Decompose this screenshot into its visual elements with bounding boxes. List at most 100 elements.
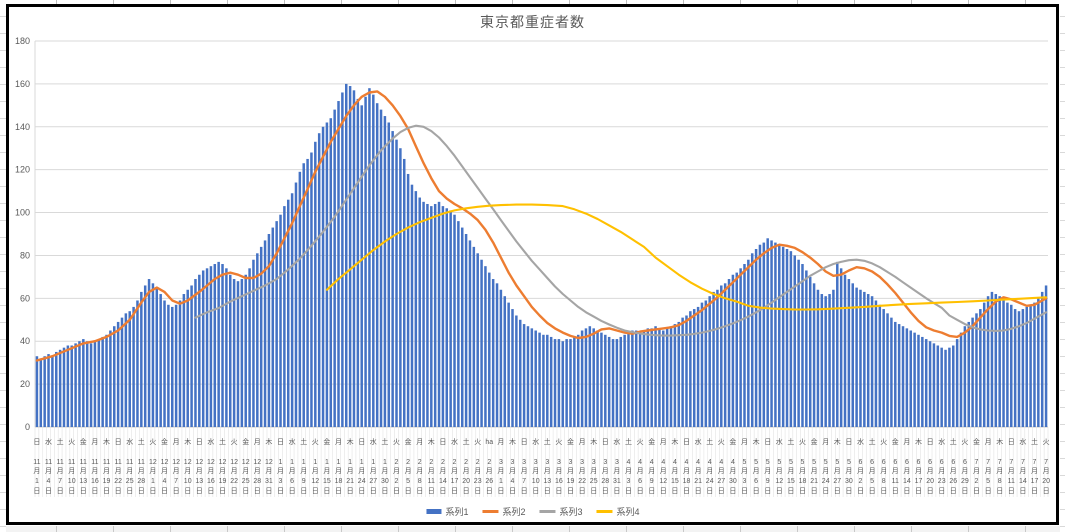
bar[interactable] — [248, 268, 251, 427]
bar[interactable] — [839, 268, 843, 427]
bar[interactable] — [155, 287, 159, 427]
bar[interactable] — [592, 328, 595, 427]
bar[interactable] — [623, 334, 626, 427]
bar[interactable] — [932, 343, 936, 427]
bar[interactable] — [627, 332, 630, 427]
bar[interactable] — [391, 131, 394, 427]
bar[interactable] — [267, 234, 271, 427]
bar[interactable] — [217, 261, 220, 427]
bar[interactable] — [105, 334, 108, 427]
bar[interactable] — [1010, 304, 1013, 427]
bar[interactable] — [789, 251, 793, 427]
bar[interactable] — [275, 221, 278, 427]
bar[interactable] — [364, 96, 367, 427]
bar[interactable] — [909, 330, 912, 428]
bar[interactable] — [345, 83, 348, 427]
bar[interactable] — [511, 309, 514, 427]
bar[interactable] — [785, 249, 789, 427]
bar[interactable] — [924, 339, 928, 427]
bar[interactable] — [917, 334, 920, 427]
bar[interactable] — [333, 109, 336, 428]
bar[interactable] — [236, 281, 240, 427]
bar[interactable] — [1021, 309, 1025, 427]
bar[interactable] — [464, 234, 468, 427]
bar[interactable] — [731, 274, 735, 427]
bar[interactable] — [221, 264, 224, 427]
bar[interactable] — [1040, 291, 1044, 427]
bar[interactable] — [743, 264, 746, 427]
bar[interactable] — [317, 133, 321, 427]
bar[interactable] — [116, 321, 120, 427]
bar[interactable] — [1013, 309, 1017, 427]
bar[interactable] — [271, 227, 275, 427]
bar[interactable] — [689, 311, 692, 427]
bar[interactable] — [1033, 302, 1036, 427]
bar-series-1[interactable] — [35, 83, 1048, 428]
chart-title[interactable]: 東京都重症者数 — [480, 14, 585, 30]
bar[interactable] — [874, 300, 878, 427]
bar[interactable] — [580, 330, 584, 428]
bar[interactable] — [642, 330, 646, 428]
bar[interactable] — [43, 356, 46, 427]
legend-item-series1[interactable]: 系列1 — [426, 505, 468, 518]
bar[interactable] — [167, 304, 170, 427]
bar[interactable] — [499, 289, 503, 427]
bar[interactable] — [147, 279, 151, 427]
bar[interactable] — [441, 206, 445, 427]
bar[interactable] — [263, 240, 267, 427]
bar[interactable] — [727, 279, 731, 427]
bar[interactable] — [762, 242, 766, 427]
bar[interactable] — [259, 246, 263, 427]
bar[interactable] — [584, 328, 588, 427]
bar[interactable] — [101, 336, 104, 427]
bar[interactable] — [151, 283, 155, 427]
bar[interactable] — [495, 283, 499, 427]
bar[interactable] — [758, 244, 762, 427]
bar[interactable] — [302, 163, 305, 428]
bar[interactable] — [1044, 285, 1048, 427]
bar[interactable] — [124, 313, 128, 427]
bar[interactable] — [51, 356, 54, 427]
bar[interactable] — [808, 276, 812, 427]
bar[interactable] — [321, 126, 325, 427]
bar[interactable] — [824, 296, 827, 427]
bar[interactable] — [677, 321, 681, 427]
bar[interactable] — [658, 328, 661, 427]
bar[interactable] — [58, 349, 62, 427]
bar[interactable] — [851, 283, 855, 427]
bar[interactable] — [178, 300, 182, 427]
bar[interactable] — [576, 334, 580, 427]
bar[interactable] — [739, 268, 742, 427]
bar[interactable] — [1029, 304, 1032, 427]
bar[interactable] — [472, 246, 476, 427]
bar[interactable] — [952, 345, 955, 427]
bar[interactable] — [712, 291, 715, 427]
bar[interactable] — [283, 206, 286, 427]
bar[interactable] — [967, 321, 970, 427]
bar[interactable] — [1002, 298, 1005, 427]
bar[interactable] — [453, 214, 456, 427]
bar[interactable] — [650, 328, 653, 427]
bar[interactable] — [654, 326, 657, 427]
bar[interactable] — [959, 332, 963, 427]
bar[interactable] — [229, 274, 232, 427]
bar[interactable] — [561, 341, 565, 427]
bar[interactable] — [337, 101, 340, 427]
bar[interactable] — [828, 294, 831, 427]
bar[interactable] — [1006, 302, 1009, 427]
bar[interactable] — [225, 268, 228, 427]
bar[interactable] — [375, 103, 379, 427]
bar[interactable] — [190, 285, 193, 427]
bar[interactable] — [109, 330, 112, 428]
bar[interactable] — [468, 240, 472, 427]
bar[interactable] — [341, 92, 344, 427]
bar[interactable] — [209, 266, 213, 427]
bar[interactable] — [1025, 306, 1028, 427]
bar[interactable] — [387, 122, 391, 428]
bar[interactable] — [836, 261, 839, 427]
bar[interactable] — [476, 253, 479, 427]
bar[interactable] — [287, 199, 290, 427]
bar[interactable] — [681, 317, 684, 427]
bar[interactable] — [530, 328, 534, 427]
bar[interactable] — [426, 203, 429, 427]
